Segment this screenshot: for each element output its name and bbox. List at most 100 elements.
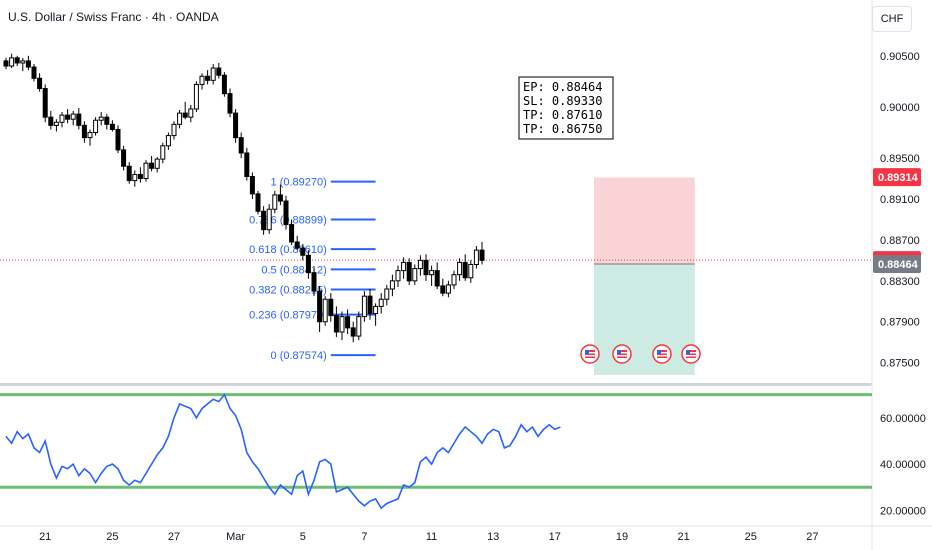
candle-body (37, 77, 43, 90)
candle-body (165, 135, 171, 147)
candle-body (294, 241, 300, 249)
trade-note-box (518, 76, 614, 140)
time-tick-label: 13 (487, 531, 499, 543)
price-badge (873, 255, 921, 274)
time-tick-label: 11 (426, 531, 437, 543)
candle-body (373, 305, 379, 315)
candle-body (171, 123, 177, 137)
candle-body (53, 121, 59, 126)
candle-body (412, 268, 418, 282)
fib-level-label: 0.618 (0.88610) (249, 244, 327, 256)
candle-body (65, 114, 71, 120)
candle-body (339, 316, 345, 333)
candle-body (440, 285, 446, 294)
candle-body (384, 288, 390, 300)
candle-body (115, 128, 121, 151)
candle-body (177, 112, 183, 125)
flag-stripes (617, 350, 627, 358)
candle-body (238, 137, 244, 154)
rsi-tick-label: 40.00000 (880, 459, 926, 471)
flag-canton (617, 350, 621, 354)
flag-stripe (686, 352, 696, 354)
candle-body (333, 315, 339, 333)
candle-body (417, 259, 423, 270)
time-tick-label: 25 (745, 531, 757, 543)
candle-body (395, 270, 401, 282)
candle-body (406, 261, 412, 282)
candle-body (193, 83, 199, 110)
candle-body (255, 193, 261, 212)
candle-body (429, 270, 435, 276)
trade-note-line: EP: 0.88464 (523, 80, 602, 94)
price-tick-label: 0.88700 (880, 235, 920, 247)
candle-body (457, 261, 463, 276)
chart-title: U.S. Dollar / Swiss Franc · 4h · OANDA (8, 10, 219, 24)
flag-stripes (686, 350, 696, 358)
candle-body (401, 261, 407, 272)
candle-body (367, 295, 373, 315)
time-tick-label: 5 (300, 531, 306, 543)
candle-body (81, 124, 87, 139)
candle-body (149, 162, 155, 169)
rsi-tick-label: 20.00000 (880, 505, 926, 517)
candle-body (87, 132, 93, 139)
price-tick-label: 0.88300 (880, 276, 920, 288)
fib-level-label: 1 (0.89270) (271, 177, 327, 189)
fib-level-label: 0.236 (0.87970) (249, 310, 327, 322)
candle-body (70, 113, 76, 120)
flag-stripe (617, 355, 627, 357)
flag-stripes (585, 350, 595, 358)
pane-separator[interactable] (0, 383, 872, 386)
candle-body (272, 194, 278, 210)
price-tick-label: 0.90500 (880, 51, 920, 63)
candle-body (59, 114, 65, 123)
candle-body (98, 116, 104, 121)
candle-body (479, 249, 485, 261)
time-tick-label: 7 (361, 531, 367, 543)
candle-body (132, 173, 138, 182)
candle-body (317, 290, 323, 323)
price-badge (873, 168, 921, 187)
trade-note-line: TP: 0.86750 (523, 122, 602, 136)
candle-body (227, 93, 233, 114)
time-tick-label: Mar (226, 531, 245, 543)
candle-body (3, 60, 9, 67)
candle-body (205, 75, 211, 81)
candle-body (104, 116, 110, 125)
price-tick-label: 0.87500 (880, 358, 920, 370)
candle-body (76, 113, 82, 126)
flag-stripe (617, 352, 627, 354)
candle-body (9, 57, 15, 67)
candle-body (109, 123, 115, 130)
trade-note-line: TP: 0.87610 (523, 108, 602, 122)
time-tick-label: 17 (549, 531, 561, 543)
candle-body (283, 200, 289, 226)
price-badge-label: 0.89314 (878, 172, 919, 184)
flag-canton (686, 350, 690, 354)
trade-note-line: SL: 0.89330 (523, 94, 602, 108)
candle-body (423, 259, 429, 276)
time-tick-label: 25 (106, 531, 118, 543)
candle-body (289, 224, 295, 243)
flag-stripes (657, 350, 667, 358)
candle-body (378, 298, 384, 307)
candle-body (356, 316, 362, 337)
flag-stripe (585, 355, 595, 357)
candle-body (328, 298, 334, 317)
candle-body (345, 316, 351, 329)
time-tick-label: 27 (806, 531, 818, 543)
currency-button[interactable]: CHF (872, 6, 912, 32)
stop-loss-zone (594, 177, 695, 265)
candle-body (389, 280, 395, 290)
time-tick-label: 27 (168, 531, 180, 543)
time-tick-label: 21 (677, 531, 689, 543)
candle-body (434, 270, 440, 287)
candle-body (143, 162, 149, 180)
candle-body (249, 175, 255, 195)
candle-body (48, 116, 54, 126)
candle-body (451, 274, 457, 286)
candle-body (14, 57, 20, 64)
candle-body (305, 254, 311, 274)
